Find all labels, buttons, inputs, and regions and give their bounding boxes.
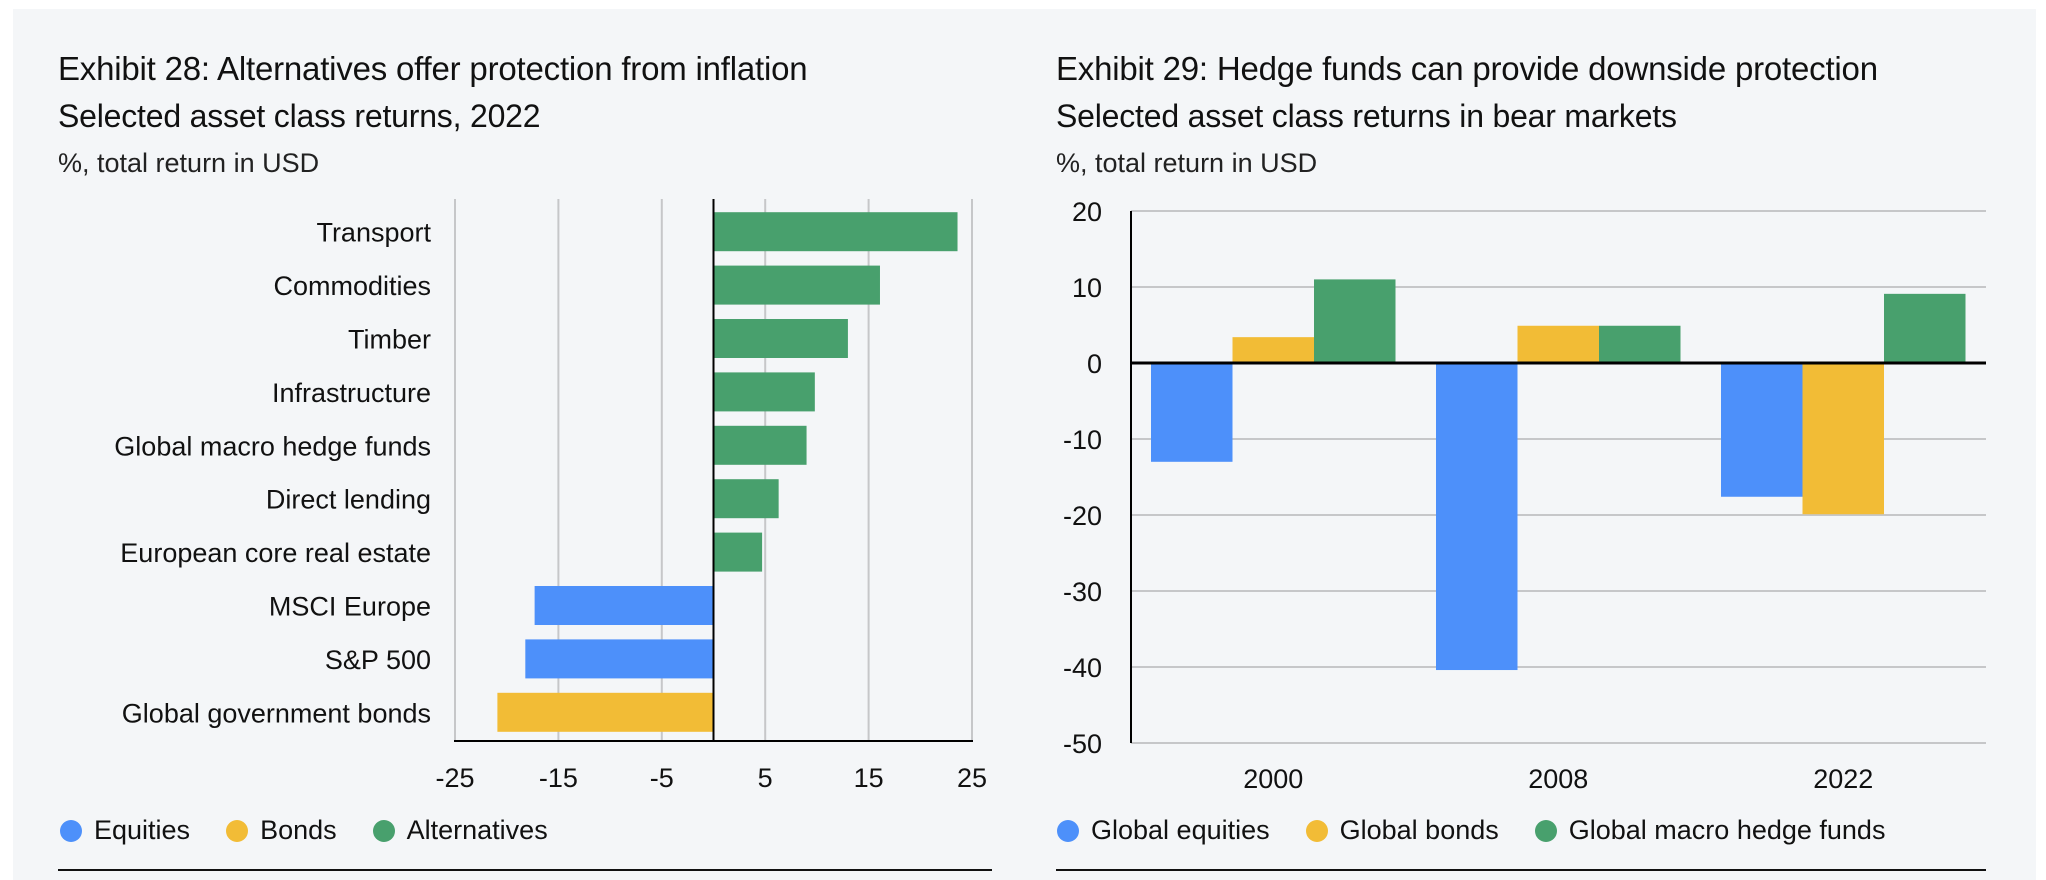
legend-dot-icon — [1534, 819, 1557, 842]
bar-msci-europe — [534, 586, 714, 625]
legend-item: Equities — [60, 815, 190, 846]
category-label: Transport — [316, 218, 431, 248]
y-tick-label: 0 — [1087, 349, 1102, 379]
bar-commodities — [713, 265, 880, 305]
y-tick-label: -20 — [1063, 501, 1102, 531]
legend-dot-icon — [1305, 819, 1328, 842]
left-chart-title: Exhibit 28: Alternatives offer protectio… — [58, 50, 808, 87]
right-legend: Global equities Global bonds Global macro … — [1057, 815, 1921, 846]
category-label: S&P 500 — [325, 645, 431, 675]
category-label: Global government bonds — [122, 698, 431, 728]
bar-global-government-bonds — [497, 692, 714, 732]
bar-2022-global-macro-hedge-funds — [1884, 293, 1966, 363]
bar-global-macro-hedge-funds — [713, 425, 807, 465]
right-bar-chart: 20 10 0 -10 -20 -30 -40 -50 2000 2008 2022 — [1063, 197, 1986, 794]
y-tick-label: -50 — [1063, 729, 1102, 759]
y-tick-label: 10 — [1072, 273, 1102, 303]
category-label: Infrastructure — [272, 378, 431, 408]
x-tick-label: -25 — [435, 763, 474, 793]
x-tick-label: -5 — [650, 763, 674, 793]
category-label: Global macro hedge funds — [114, 431, 431, 461]
legend-label: Equities — [94, 815, 191, 845]
bar-2008-global-equities — [1436, 363, 1518, 671]
left-legend: Equities Bonds Alternatives — [60, 815, 584, 846]
x-category-label: 2022 — [1813, 764, 1873, 794]
right-chart-subtitle: Selected asset class returns in bear mar… — [1056, 98, 1677, 134]
bar-timber — [713, 319, 848, 358]
legend-dot-icon — [1057, 819, 1079, 842]
y-tick-label: -10 — [1063, 425, 1102, 455]
bar-infrastructure — [713, 372, 815, 412]
bar-direct-lending — [713, 479, 779, 519]
right-bottom-rule — [1056, 869, 1986, 871]
x-category-label: 2000 — [1243, 764, 1303, 794]
bar-european-core-real-estate — [713, 532, 763, 572]
legend-item: Global macro hedge funds — [1534, 815, 1886, 846]
x-tick-label: 25 — [957, 763, 987, 793]
bar-2000-global-equities — [1151, 363, 1233, 462]
legend-item: Bonds — [226, 815, 337, 846]
y-tick-label: -40 — [1063, 653, 1102, 683]
exhibits-panel — [13, 9, 2036, 880]
x-tick-label: 5 — [758, 763, 773, 793]
bar-2022-global-equities — [1721, 363, 1803, 497]
legend-dot-icon — [60, 819, 82, 842]
left-chart-subtitle: Selected asset class returns, 2022 — [58, 98, 541, 134]
legend-label: Global equities — [1091, 815, 1270, 845]
y-tick-label: 20 — [1072, 197, 1102, 227]
category-label: Direct lending — [266, 485, 431, 515]
legend-dot-icon — [372, 819, 395, 842]
bar-2000-global-macro-hedge-funds — [1314, 279, 1396, 363]
legend-label: Global macro hedge funds — [1568, 815, 1886, 845]
y-tick-label: -30 — [1063, 577, 1102, 607]
bar-2022-global-bonds — [1802, 363, 1884, 515]
x-tick-label: 15 — [854, 763, 884, 793]
bar-2008-global-bonds — [1517, 325, 1599, 363]
category-label: Commodities — [273, 271, 431, 301]
legend-label: Global bonds — [1339, 815, 1499, 845]
legend-dot-icon — [226, 819, 249, 842]
category-label: MSCI Europe — [269, 592, 431, 622]
left-bar-chart: -25 -15 -5 5 15 25 Transport Commodities Timber I… — [114, 199, 987, 793]
bar-2008-global-macro-hedge-funds — [1599, 325, 1681, 363]
left-bottom-rule — [58, 869, 992, 871]
legend-label: Bonds — [260, 815, 337, 845]
bar-2000-global-bonds — [1232, 337, 1314, 363]
legend-item: Alternatives — [372, 815, 548, 846]
left-chart-unit: %, total return in USD — [58, 148, 320, 178]
bar-transport — [713, 212, 958, 252]
legend-label: Alternatives — [406, 815, 548, 845]
x-category-label: 2008 — [1528, 764, 1588, 794]
right-chart-unit: %, total return in USD — [1056, 148, 1318, 178]
x-tick-label: -15 — [539, 763, 578, 793]
bar-s-p-500 — [525, 639, 714, 679]
legend-item: Global equities — [1057, 815, 1270, 846]
right-chart-title: Exhibit 29: Hedge funds can provide down… — [1056, 50, 1878, 87]
category-label: European core real estate — [120, 538, 431, 568]
legend-item: Global bonds — [1305, 815, 1499, 846]
category-label: Timber — [348, 325, 431, 355]
